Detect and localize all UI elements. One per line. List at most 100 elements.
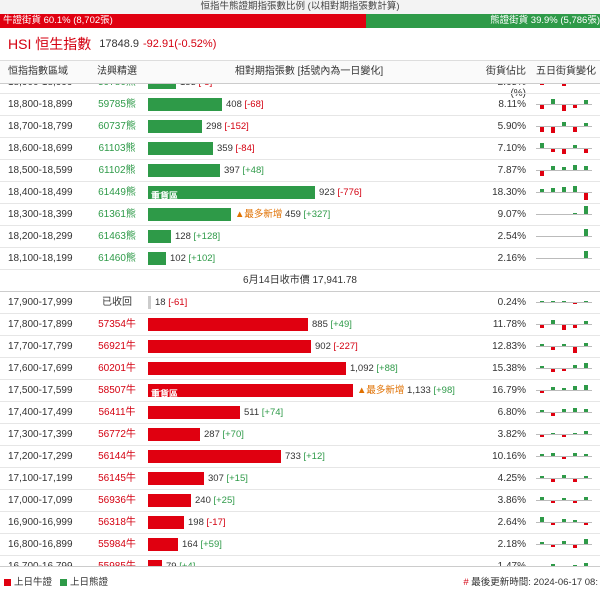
contracts-cell: 79 [+4]: [146, 556, 472, 567]
table-row[interactable]: 18,200-18,299 61463熊 128 [+128] 2.54%: [0, 226, 600, 248]
col-five-day: 五日街貨變化: [536, 66, 596, 77]
five-day-cell: [532, 512, 600, 533]
table-row[interactable]: 17,400-17,499 56411牛 511 [+74] 6.80%: [0, 402, 600, 424]
sparkline-bar: [573, 347, 577, 353]
contracts-change: [+88]: [376, 363, 398, 374]
warrant-code-link[interactable]: 56318牛: [98, 517, 136, 528]
table-row[interactable]: 16,900-16,999 56318牛 198 [-17] 2.64%: [0, 512, 600, 534]
table-row[interactable]: 17,700-17,799 56921牛 902 [-227] 12.83%: [0, 336, 600, 358]
warrant-code-link[interactable]: 56772牛: [98, 429, 136, 440]
table-row[interactable]: 17,500-17,599 58507牛 重貨區 ▲最多新增 1,133 [+98] 1…: [0, 380, 600, 402]
table-row[interactable]: 17,300-17,399 56772牛 287 [+70] 3.82%: [0, 424, 600, 446]
bear-ratio: 熊證街貨 39.9% (5,786張): [366, 14, 600, 28]
warrant-code-link[interactable]: 61102熊: [98, 165, 136, 176]
sparkline-bar: [540, 84, 544, 85]
contracts-count: 511: [244, 407, 262, 418]
warrant-code-link[interactable]: 56921牛: [98, 341, 136, 352]
five-day-cell: [532, 446, 600, 467]
index-change: -92.91(-0.52%): [143, 38, 217, 50]
sparkline-bar: [540, 143, 544, 148]
table-row[interactable]: 17,900-17,999 已收回 18 [-61] 0.24%: [0, 292, 600, 314]
contracts-count: 359: [217, 143, 236, 154]
table-row[interactable]: 18,300-18,399 61361熊 ▲最多新增 459 [+327] 9.07%: [0, 204, 600, 226]
table-row[interactable]: 17,100-17,199 56145牛 307 [+15] 4.25%: [0, 468, 600, 490]
warrant-code-link[interactable]: 59785熊: [98, 99, 136, 110]
range-cell: 17,400-17,499: [8, 407, 73, 418]
sparkline-bar: [584, 206, 588, 214]
percent-cell: 6.80%: [497, 407, 526, 418]
warrant-code-link[interactable]: 57354牛: [98, 319, 136, 330]
table-row[interactable]: 16,800-16,899 55984牛 164 [+59] 2.18%: [0, 534, 600, 556]
sparkline-bar: [562, 149, 566, 154]
closing-price-row: 6月14日收市價 17,941.78: [0, 270, 600, 292]
table-row[interactable]: 18,800-18,899 59785熊 408 [-68] 8.11%: [0, 94, 600, 116]
table-row[interactable]: 18,700-18,799 60737熊 298 [-152] 5.90%: [0, 116, 600, 138]
table-header: 恒指指數區域 法興精選 相對期指張數 [括號內為一日變化] 街貨佔比(%) 五日…: [0, 61, 600, 99]
sparkline-baseline: [536, 434, 592, 435]
warrant-code-link[interactable]: 60737熊: [98, 121, 136, 132]
contracts-bar: [148, 120, 202, 133]
five-day-cell: [532, 534, 600, 555]
range-cell: 18,800-18,899: [8, 99, 73, 110]
warrant-code-link[interactable]: 61463熊: [98, 231, 136, 242]
contracts-value: 79 [+4]: [166, 556, 195, 567]
five-day-cell: [532, 402, 600, 423]
contracts-cell: 307 [+15]: [146, 468, 472, 489]
contracts-change: [+74]: [261, 407, 284, 418]
contracts-value: 307 [+15]: [208, 468, 248, 489]
warrant-code-link[interactable]: 55985牛: [98, 561, 136, 567]
sparkline-baseline: [536, 302, 592, 303]
range-cell: 18,900-18,999: [0, 84, 88, 93]
five-day-sparkline: [536, 316, 592, 333]
five-day-sparkline: [536, 96, 592, 113]
five-day-cell: [532, 314, 600, 335]
table-row[interactable]: 17,800-17,899 57354牛 885 [+49] 11.78%: [0, 314, 600, 336]
bull-bear-ratio-bar: 牛證街貨 60.1% (8,702張) 熊證街貨 39.9% (5,786張): [0, 14, 600, 28]
table-row[interactable]: 18,500-18,599 61102熊 397 [+48] 7.87%: [0, 160, 600, 182]
table-row[interactable]: 17,200-17,299 56144牛 733 [+12] 10.16%: [0, 446, 600, 468]
percent-cell: 2.16%: [497, 253, 526, 264]
sparkline-baseline: [536, 170, 592, 171]
sparkline-bar: [551, 301, 555, 302]
sparkline-bar: [584, 563, 588, 566]
five-day-cell: [532, 380, 600, 401]
warrant-code-link[interactable]: 60201牛: [98, 363, 136, 374]
warrant-code-link[interactable]: 61103熊: [98, 143, 136, 154]
warrant-code-link[interactable]: 61460熊: [98, 253, 136, 264]
warrant-code-link[interactable]: 56936牛: [98, 495, 136, 506]
contracts-bar: [148, 362, 346, 375]
contracts-count: 164: [182, 539, 201, 550]
table-row[interactable]: 18,400-18,499 61449熊 重貨區 923 [-776] 18.30%: [0, 182, 600, 204]
contracts-bar: [148, 450, 281, 463]
warrant-code-link[interactable]: 61449熊: [98, 187, 136, 198]
table-row[interactable]: 18,900-18,99959780熊 153 [-5] 2.65%: [0, 84, 600, 94]
sparkline-bar: [551, 347, 555, 350]
table-row[interactable]: 18,100-18,199 61460熊 102 [+102] 2.16%: [0, 248, 600, 270]
table-row[interactable]: 17,000-17,099 56936牛 240 [+25] 3.86%: [0, 490, 600, 512]
contracts-bar: [148, 560, 162, 567]
sparkline-bar: [562, 325, 566, 330]
contract-table[interactable]: 18,900-18,99959780熊153 [-5]2.65%18,800-1…: [0, 84, 600, 567]
sparkline-bar: [562, 122, 566, 126]
five-day-cell: [532, 94, 600, 115]
warrant-code-link[interactable]: 56411牛: [98, 407, 136, 418]
contracts-cell: 102 [+102]: [146, 248, 472, 269]
sparkline-bar: [584, 523, 588, 525]
warrant-code-link[interactable]: 58507牛: [98, 385, 136, 396]
sparkline-baseline: [536, 412, 592, 413]
table-row[interactable]: 17,600-17,699 60201牛 1,092 [+88] 15.38%: [0, 358, 600, 380]
warrant-code-link[interactable]: 59780熊: [88, 84, 146, 93]
sparkline-bar: [562, 84, 566, 86]
sparkline-bar: [573, 520, 577, 522]
warrant-code-link[interactable]: 56145牛: [98, 473, 136, 484]
warrant-code-link[interactable]: 55984牛: [98, 539, 136, 550]
warrant-code-link[interactable]: 61361熊: [98, 209, 136, 220]
warrant-code-link[interactable]: 56144牛: [98, 451, 136, 462]
contracts-value: 153 [-5]: [180, 84, 212, 93]
contracts-change: [-17]: [206, 517, 226, 528]
sparkline-bar: [584, 166, 588, 170]
sparkline-bar: [562, 388, 566, 390]
contracts-change: [+48]: [242, 165, 264, 176]
table-row[interactable]: 18,600-18,699 61103熊 359 [-84] 7.10%: [0, 138, 600, 160]
range-cell: 17,100-17,199: [8, 473, 73, 484]
